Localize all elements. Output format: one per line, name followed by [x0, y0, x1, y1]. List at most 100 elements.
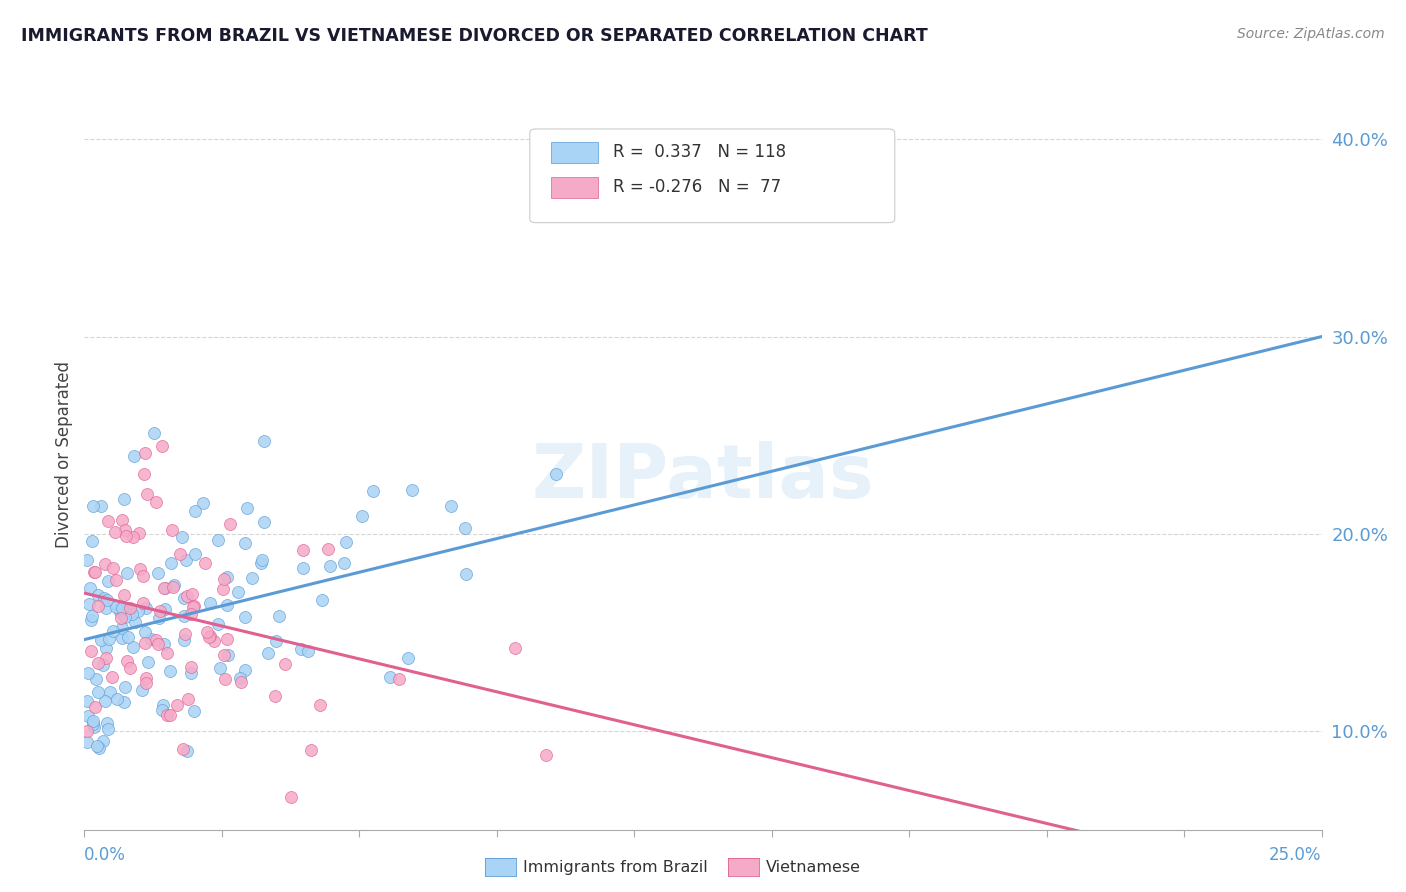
Point: [83, 699, 105, 714]
Point: [76, 723, 98, 738]
Point: [257, 646, 280, 660]
Point: [217, 648, 239, 662]
Point: [98, 685, 121, 699]
Point: [84, 673, 107, 687]
Point: [94, 558, 117, 572]
Point: [134, 635, 156, 649]
Point: [148, 637, 170, 651]
Point: [292, 542, 315, 557]
Point: [128, 525, 150, 540]
Point: [184, 504, 207, 518]
Point: [79, 581, 101, 595]
Point: [97, 632, 120, 646]
Point: [131, 682, 153, 697]
Point: [215, 632, 238, 646]
Point: [96, 651, 118, 665]
Point: [114, 524, 136, 538]
Point: [318, 559, 340, 574]
Point: [169, 547, 191, 561]
Point: [111, 621, 134, 635]
Point: [316, 541, 339, 556]
Point: [90, 632, 112, 647]
Point: [229, 671, 252, 685]
Point: [280, 790, 302, 805]
Point: [115, 566, 138, 580]
Point: [214, 672, 236, 686]
Point: [112, 695, 135, 709]
Point: [101, 624, 124, 638]
Point: [309, 698, 332, 712]
Point: [150, 703, 173, 717]
Point: [145, 633, 167, 648]
Point: [104, 573, 127, 587]
Point: [134, 624, 156, 639]
Y-axis label: Divorced or Separated: Divorced or Separated: [55, 361, 73, 549]
Point: [104, 600, 127, 615]
Point: [180, 659, 202, 673]
Point: [155, 602, 177, 616]
Point: [80, 613, 103, 627]
Point: [136, 655, 159, 669]
Point: [172, 742, 194, 756]
Point: [115, 528, 138, 542]
Point: [156, 646, 179, 660]
Point: [84, 565, 107, 579]
Point: [153, 581, 176, 595]
Point: [76, 665, 98, 680]
Point: [332, 557, 354, 571]
Point: [82, 500, 104, 514]
Point: [253, 515, 276, 529]
Text: 0.0%: 0.0%: [84, 847, 127, 864]
Point: [114, 680, 136, 694]
Point: [80, 644, 103, 658]
Point: [112, 588, 135, 602]
Point: [87, 588, 110, 602]
Point: [134, 467, 156, 482]
Point: [114, 606, 136, 620]
Text: Source: ZipAtlas.com: Source: ZipAtlas.com: [1237, 27, 1385, 41]
Point: [87, 599, 110, 613]
Point: [152, 698, 174, 712]
Point: [174, 627, 197, 641]
Point: [80, 534, 103, 549]
Point: [534, 747, 557, 762]
Point: [139, 632, 162, 646]
Point: [180, 665, 202, 680]
Point: [153, 581, 176, 595]
Point: [82, 717, 104, 731]
Bar: [551, 177, 598, 198]
Point: [148, 611, 170, 625]
Point: [97, 723, 120, 737]
Point: [108, 602, 131, 616]
Point: [104, 525, 127, 540]
Point: [79, 597, 101, 611]
Point: [156, 708, 179, 723]
Point: [212, 648, 235, 662]
Point: [162, 580, 184, 594]
Point: [96, 601, 118, 615]
Point: [202, 634, 225, 648]
Point: [101, 561, 124, 575]
Point: [115, 654, 138, 668]
Point: [396, 650, 419, 665]
Point: [292, 560, 315, 574]
Point: [454, 566, 477, 581]
Point: [110, 606, 132, 620]
Point: [219, 517, 242, 532]
Point: [215, 569, 238, 583]
Point: [198, 631, 221, 645]
Point: [176, 589, 198, 603]
Point: [226, 585, 249, 599]
Text: ZIPatlas: ZIPatlas: [531, 441, 875, 514]
Point: [335, 534, 357, 549]
Point: [96, 716, 118, 731]
Point: [440, 500, 463, 514]
Point: [159, 664, 181, 678]
Point: [83, 565, 105, 579]
Point: [207, 617, 229, 632]
Point: [121, 640, 143, 655]
Point: [97, 514, 120, 528]
Point: [173, 609, 195, 624]
Point: [131, 596, 153, 610]
Point: [134, 445, 156, 459]
